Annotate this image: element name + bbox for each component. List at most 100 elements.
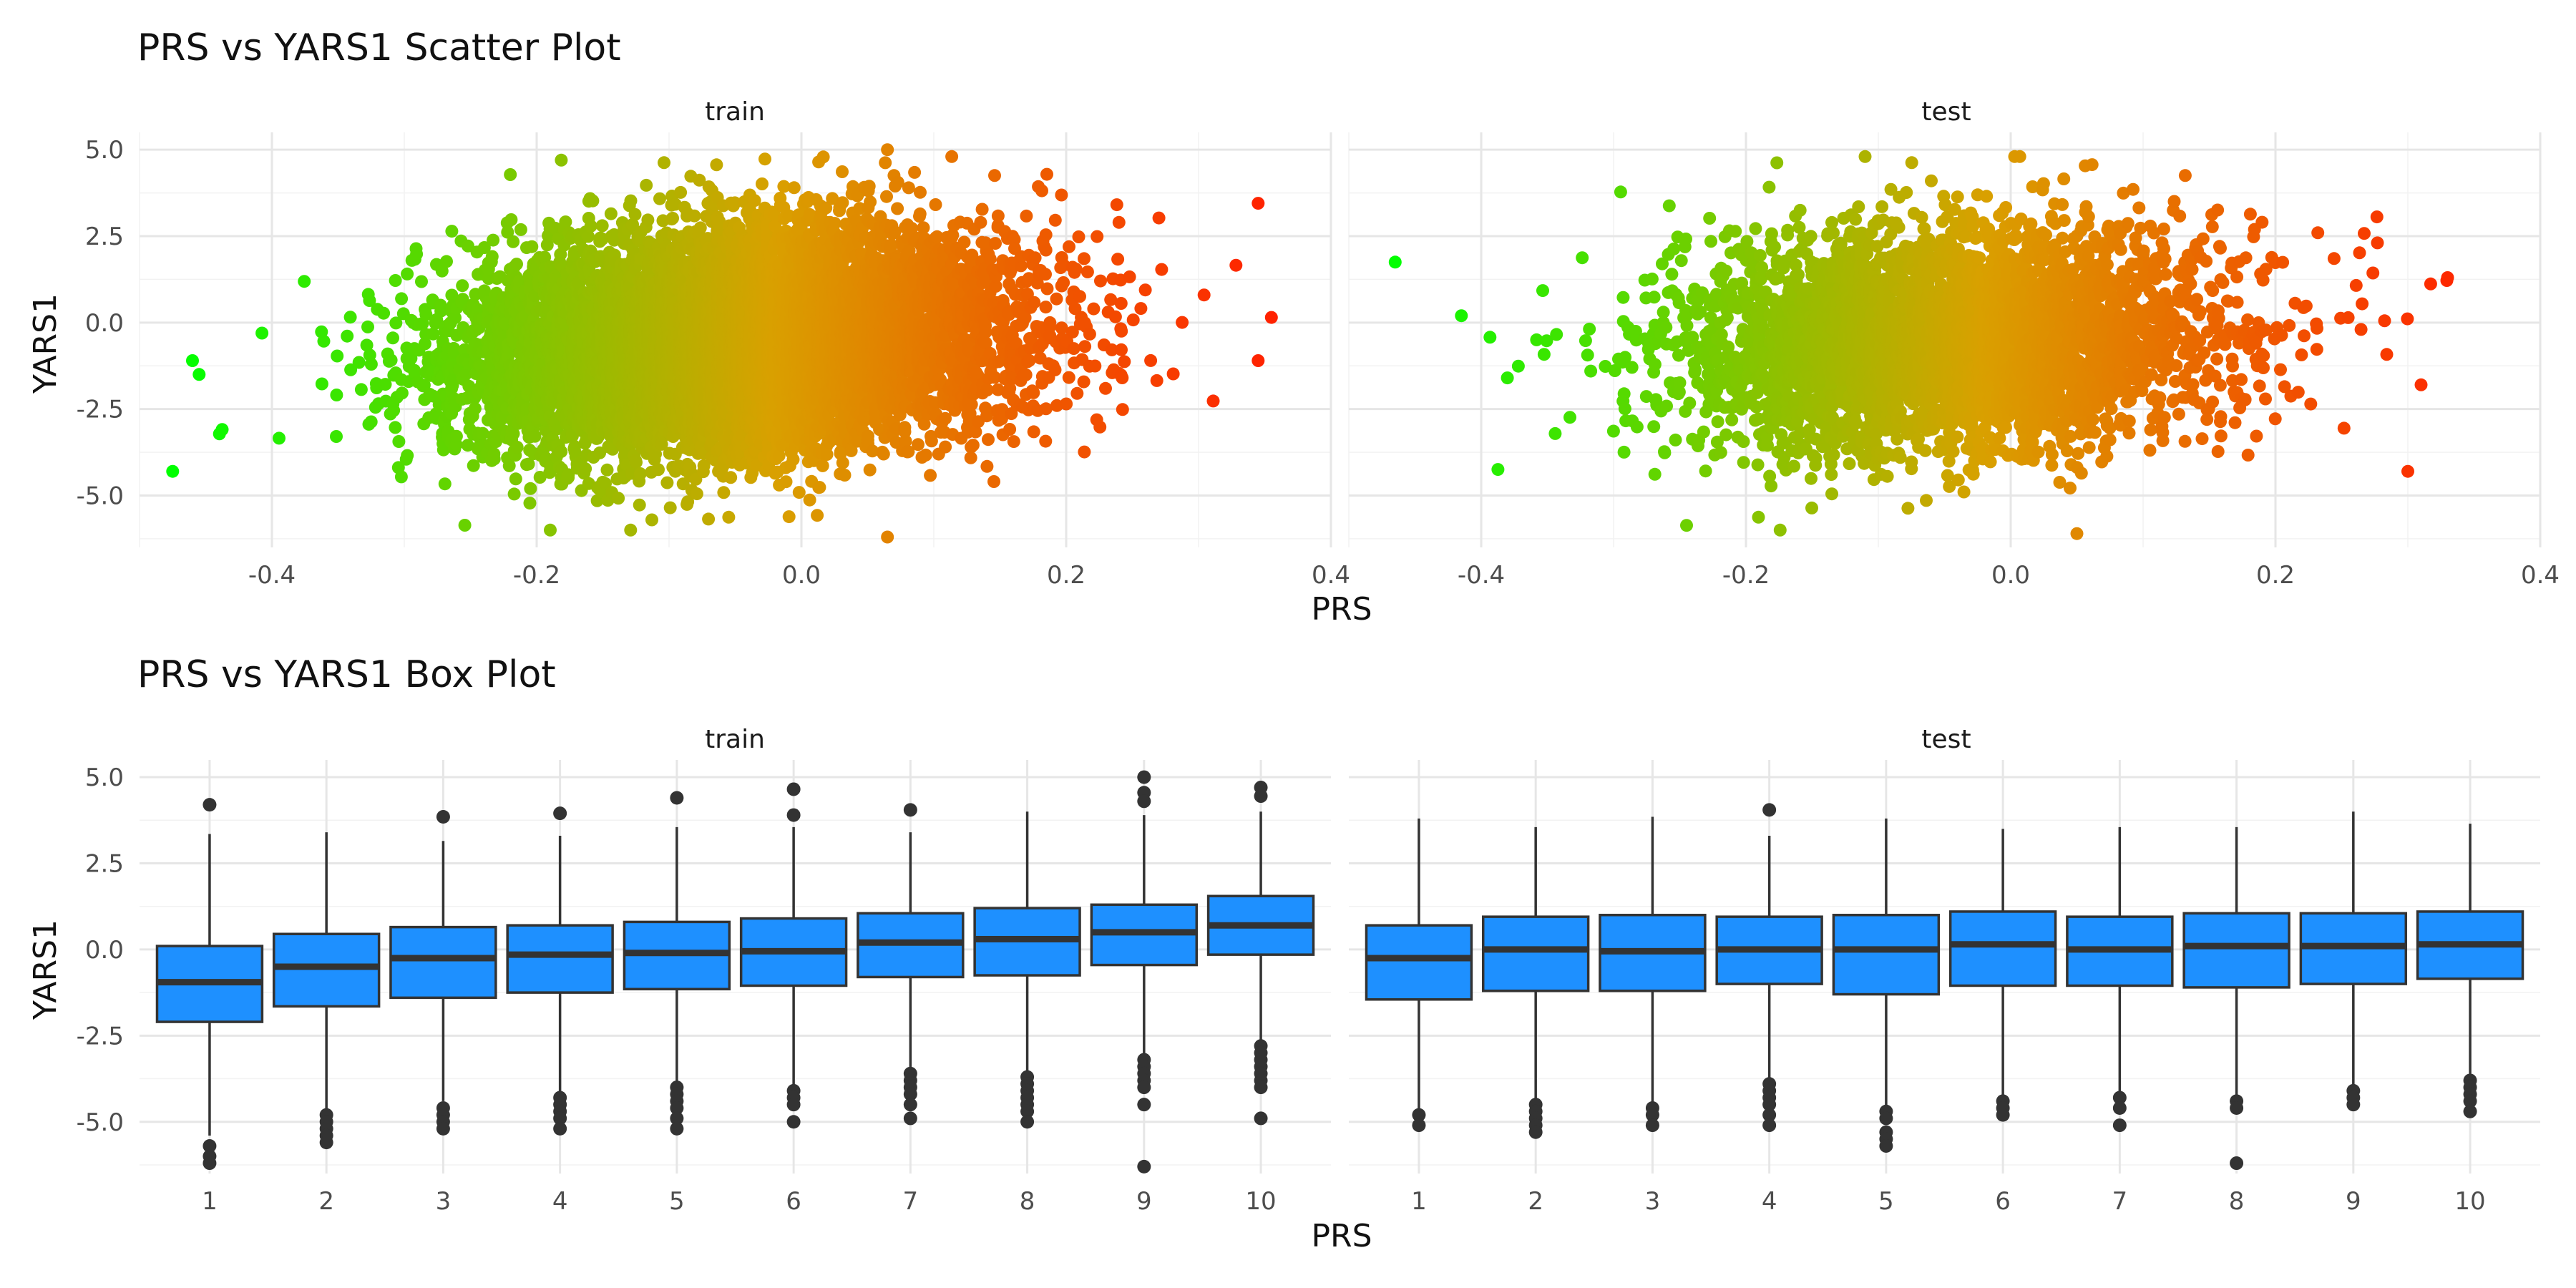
y-tick-label: -2.5 — [77, 396, 124, 424]
scatter-point — [507, 427, 520, 441]
scatter-point — [395, 292, 409, 306]
scatter-point — [331, 349, 344, 363]
scatter-point — [533, 471, 547, 484]
scatter-point — [663, 501, 677, 514]
scatter-point — [434, 304, 448, 318]
scatter-point — [523, 497, 537, 510]
scatter-point — [476, 426, 489, 440]
scatter-point — [386, 331, 399, 345]
scatter-point — [717, 486, 731, 499]
scatter-point — [468, 401, 482, 415]
scatter-point — [387, 404, 401, 417]
scatter-point — [315, 377, 328, 391]
x-tick-label: 0.2 — [1047, 561, 1085, 590]
x-tick-label: -0.2 — [513, 561, 560, 590]
x-tick-label: -0.4 — [248, 561, 296, 590]
scatter-point — [524, 482, 537, 495]
scatter-point — [514, 223, 527, 236]
scatter-point — [624, 194, 638, 208]
scatter-point — [499, 317, 512, 331]
scatter-point — [445, 288, 459, 302]
scatter-point — [485, 250, 499, 263]
scatter-point — [394, 470, 408, 484]
scatter-point — [401, 267, 414, 280]
scatter-point — [343, 311, 357, 324]
scatter-points-train — [166, 143, 1278, 544]
scatter-point — [363, 294, 376, 307]
x-tick-label: 0.4 — [1312, 561, 1350, 590]
scatter-point — [693, 221, 707, 235]
scatter-point — [458, 519, 472, 532]
scatter-point — [504, 168, 517, 181]
scatter-point — [658, 156, 670, 170]
scatter-point — [586, 194, 600, 208]
scatter-point — [341, 329, 354, 343]
scatter-title: PRS vs YARS1 Scatter Plot — [137, 26, 621, 69]
scatter-point — [404, 351, 418, 365]
scatter-point — [641, 213, 655, 227]
scatter-point — [595, 219, 609, 233]
scatter-point — [565, 429, 579, 443]
scatter-panels: -0.4 -0.2 0.0 0.2 0.45.02.50.0-2.5-5.0-0.4 -0… — [77, 132, 2560, 590]
scatter-point — [352, 356, 366, 369]
scatter-point — [379, 378, 392, 391]
scatter-point — [645, 513, 658, 527]
scatter-point — [628, 208, 642, 221]
scatter-point — [510, 441, 524, 454]
scatter-point — [418, 337, 431, 351]
y-tick-label: 5.0 — [85, 136, 124, 165]
scatter-point — [392, 435, 406, 448]
scatter-point — [584, 219, 597, 233]
scatter-point — [364, 415, 378, 429]
scatter-point — [449, 429, 463, 443]
scatter-point — [522, 457, 535, 471]
scatter-point — [633, 498, 646, 512]
scatter-point — [419, 308, 433, 321]
scatter-point — [298, 275, 311, 288]
scatter-point — [653, 192, 666, 205]
scatter-point — [688, 209, 701, 223]
scatter-point — [461, 439, 474, 452]
scatter-point — [395, 386, 409, 400]
y-tick-label: 0.0 — [85, 309, 124, 338]
scatter-point — [360, 338, 374, 352]
scatter-point — [192, 368, 206, 381]
scatter-point — [364, 358, 378, 371]
scatter-point — [459, 367, 473, 381]
scatter-point — [487, 452, 501, 466]
scatter-strip-test: test — [1921, 97, 1971, 127]
scatter-point — [510, 258, 523, 271]
scatter-point — [724, 471, 738, 484]
x-tick-label: 0.0 — [782, 561, 821, 590]
scatter-point — [330, 389, 343, 401]
scatter-point — [582, 230, 595, 243]
scatter-point — [456, 293, 469, 306]
scatter-point — [438, 477, 452, 491]
scatter-point — [330, 430, 343, 443]
scatter-point — [445, 225, 459, 238]
scatter-point — [528, 429, 542, 443]
scatter-point — [317, 334, 331, 348]
scatter-point — [215, 423, 229, 436]
scatter-point — [255, 326, 269, 340]
scatter-point — [652, 463, 665, 477]
scatter-point — [361, 320, 374, 333]
scatter-point — [166, 464, 180, 478]
scatter-point — [710, 158, 723, 172]
scatter-point — [344, 363, 358, 376]
scatter-point — [630, 456, 643, 469]
scatter-point — [426, 327, 440, 341]
scatter-point — [555, 153, 568, 167]
scatter-point — [456, 279, 469, 293]
scatter-point — [507, 487, 521, 501]
scatter-point — [415, 275, 428, 288]
scatter-point — [477, 241, 491, 254]
scatter-point — [504, 213, 518, 226]
scatter-panel-train: -0.4 -0.2 0.0 0.2 0.45.02.50.0-2.5-5.0 — [77, 132, 1350, 590]
scatter-point — [384, 353, 398, 367]
scatter-point — [555, 445, 568, 459]
scatter-point — [612, 492, 625, 505]
scatter-point — [410, 248, 424, 261]
scatter-point — [389, 274, 402, 287]
